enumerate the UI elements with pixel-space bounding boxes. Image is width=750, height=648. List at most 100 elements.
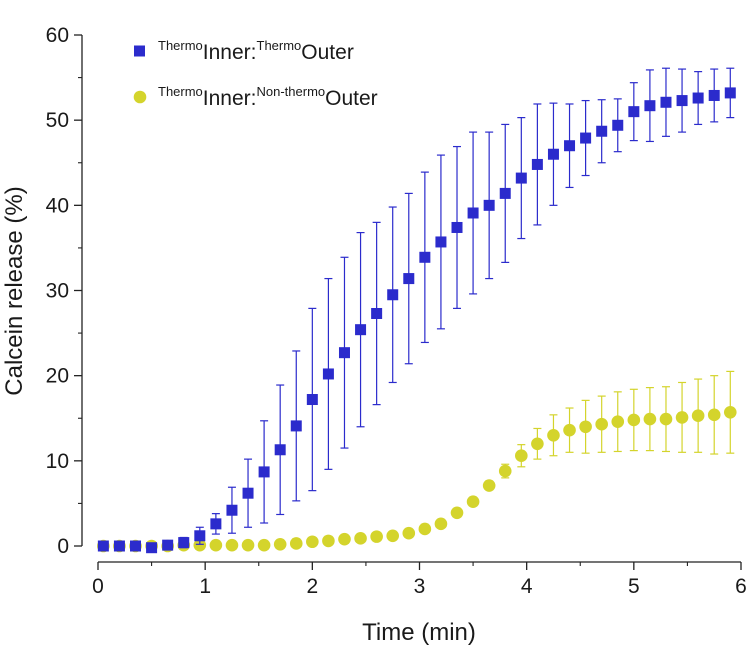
data-point	[707, 408, 721, 422]
data-point	[419, 251, 431, 263]
legend-label: ThermoInner:Non-thermoOuter	[158, 84, 378, 110]
data-point	[273, 537, 287, 551]
legend-main-text: Inner:	[203, 41, 257, 64]
data-point	[354, 532, 367, 545]
legend-superscript: Thermo	[257, 38, 302, 53]
legend-superscript: Thermo	[158, 84, 203, 99]
data-point	[258, 466, 270, 478]
y-tick-label: 10	[46, 450, 69, 473]
data-point	[467, 207, 479, 219]
data-point	[322, 368, 334, 380]
y-tick-label: 60	[46, 24, 69, 47]
data-point	[531, 437, 544, 451]
data-point	[483, 199, 495, 211]
data-point	[387, 289, 399, 301]
legend-marker	[134, 45, 145, 57]
series-non-thermo-outer	[97, 370, 737, 553]
data-point	[675, 411, 689, 424]
data-point	[403, 273, 415, 285]
data-point	[498, 464, 512, 478]
data-point	[627, 413, 641, 427]
data-point	[515, 449, 528, 463]
legend-main-text: Outer	[301, 41, 354, 64]
data-point	[628, 106, 640, 118]
data-point	[193, 538, 207, 552]
series-thermo-outer	[97, 67, 736, 554]
data-point	[178, 537, 190, 549]
y-tick-label: 50	[46, 109, 69, 132]
data-point	[355, 324, 367, 336]
data-point	[386, 529, 400, 543]
data-point	[531, 158, 543, 170]
x-tick-label: 2	[306, 575, 318, 598]
data-point	[450, 506, 464, 520]
y-axis-title: Calcein release (%)	[1, 186, 28, 395]
data-point	[580, 132, 592, 144]
x-tick-label: 4	[521, 575, 533, 598]
data-point	[322, 534, 335, 548]
x-tick-label: 0	[92, 575, 104, 598]
data-point	[418, 522, 432, 536]
data-point	[612, 119, 624, 131]
data-point	[225, 538, 239, 552]
data-point	[563, 423, 576, 437]
data-point	[499, 187, 511, 199]
data-point	[402, 526, 416, 540]
data-point	[691, 409, 705, 422]
data-point	[643, 412, 657, 426]
data-point	[257, 538, 271, 552]
data-point	[451, 221, 463, 233]
y-tick-label: 0	[57, 535, 69, 558]
data-point	[338, 347, 350, 359]
data-point	[146, 542, 158, 554]
data-point	[579, 420, 592, 434]
data-point	[113, 540, 125, 552]
data-point	[644, 100, 656, 112]
data-point	[515, 172, 527, 184]
data-point	[97, 540, 109, 552]
data-point	[130, 540, 142, 552]
legend-marker	[133, 90, 147, 104]
data-point	[692, 92, 704, 104]
plot-series	[97, 67, 737, 554]
data-point	[290, 420, 302, 432]
legend-superscript: Non-thermo	[257, 84, 326, 99]
data-point	[306, 394, 318, 406]
data-point	[274, 444, 286, 456]
data-point	[209, 538, 223, 552]
data-point	[547, 148, 559, 160]
y-tick-label: 40	[46, 194, 69, 217]
y-tick-label: 20	[46, 365, 69, 388]
data-point	[241, 538, 255, 552]
data-point	[660, 96, 672, 108]
data-point	[210, 518, 222, 530]
data-point	[596, 125, 608, 137]
data-point	[466, 495, 480, 509]
data-point	[226, 504, 238, 516]
data-point	[434, 517, 448, 531]
x-tick-label: 5	[628, 575, 640, 598]
x-tick-label: 6	[735, 575, 747, 598]
data-point	[194, 530, 206, 542]
data-point	[289, 537, 303, 550]
data-point	[723, 405, 737, 419]
data-point	[306, 535, 319, 549]
y-tick-label: 30	[46, 280, 69, 303]
legend-superscript: Thermo	[158, 38, 203, 53]
data-point	[564, 140, 576, 152]
data-point	[242, 487, 254, 499]
data-point	[482, 479, 496, 492]
legend-label: ThermoInner:ThermoOuter	[158, 38, 354, 64]
legend-main-text: Outer	[325, 87, 378, 110]
data-point	[370, 530, 383, 543]
x-tick-label: 1	[199, 575, 211, 598]
data-point	[595, 417, 608, 431]
legend: ThermoInner:ThermoOuterThermoInner:Non-t…	[133, 38, 378, 110]
data-point	[162, 539, 174, 551]
data-point	[435, 236, 447, 248]
data-point	[338, 532, 351, 546]
x-tick-label: 3	[414, 575, 426, 598]
data-point	[547, 428, 560, 442]
